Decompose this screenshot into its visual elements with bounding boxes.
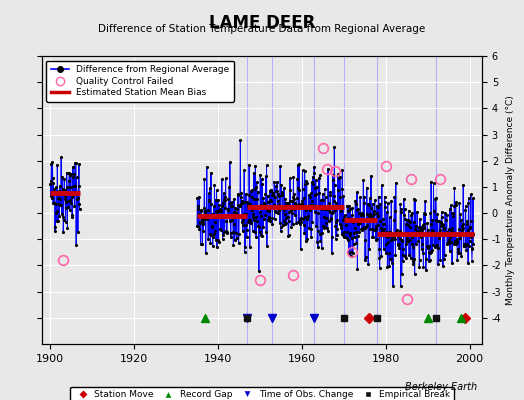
Text: Difference of Station Temperature Data from Regional Average: Difference of Station Temperature Data f… <box>99 24 425 34</box>
Legend: Station Move, Record Gap, Time of Obs. Change, Empirical Break: Station Move, Record Gap, Time of Obs. C… <box>70 387 454 400</box>
Y-axis label: Monthly Temperature Anomaly Difference (°C): Monthly Temperature Anomaly Difference (… <box>506 95 515 305</box>
Text: Berkeley Earth: Berkeley Earth <box>405 382 477 392</box>
Text: LAME DEER: LAME DEER <box>209 14 315 32</box>
